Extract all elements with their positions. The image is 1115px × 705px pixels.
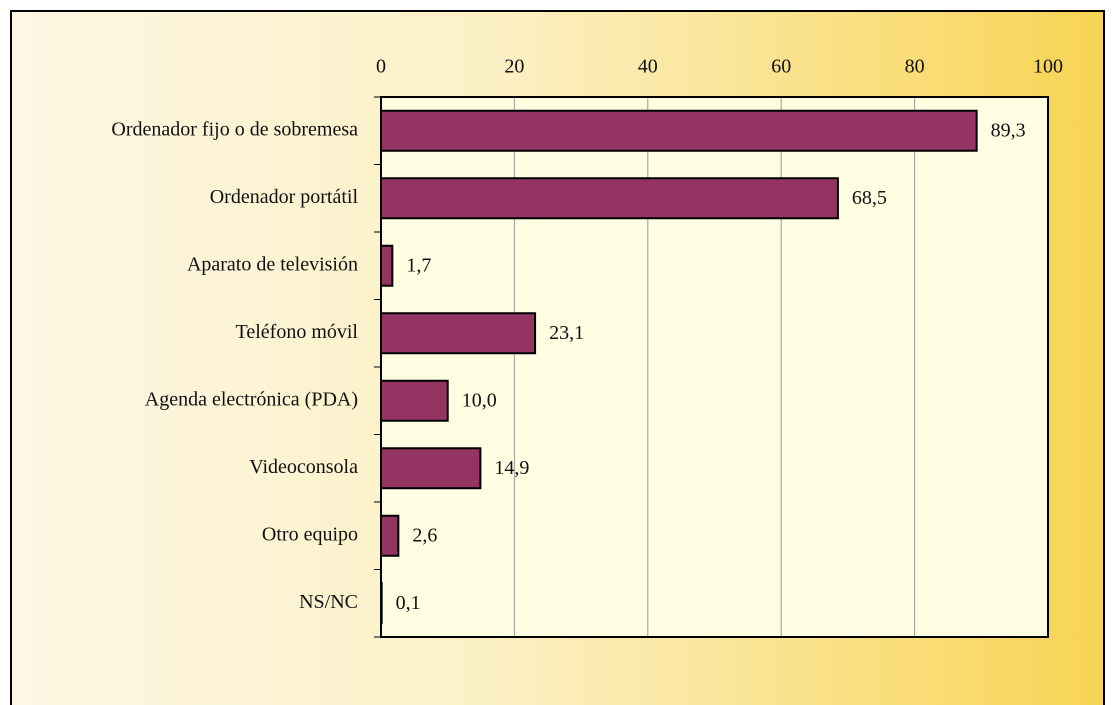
bar (380, 312, 537, 355)
y-tick-label: Ordenador fijo o de sobremesa (111, 118, 358, 140)
bar (380, 244, 394, 287)
y-tick-label: Videoconsola (249, 456, 358, 478)
x-tick-label: 100 (1033, 56, 1063, 78)
x-tick-label: 40 (638, 56, 658, 78)
value-label: 1,7 (406, 254, 431, 276)
y-tick-label: Agenda electrónica (PDA) (145, 388, 358, 410)
y-tick-label: Aparato de televisión (187, 253, 358, 275)
bar (380, 379, 449, 422)
value-label: 2,6 (412, 524, 437, 546)
y-tick-label: NS/NC (299, 591, 358, 613)
value-label: 89,3 (991, 119, 1026, 141)
x-tick-label: 60 (771, 56, 791, 78)
x-tick-label: 80 (905, 56, 925, 78)
bar (380, 447, 482, 490)
value-label: 10,0 (462, 389, 497, 411)
value-label: 23,1 (549, 322, 584, 344)
y-tick-label: Teléfono móvil (236, 321, 359, 343)
y-tick-label: Ordenador portátil (210, 186, 359, 208)
plot-border (380, 96, 1049, 638)
x-tick-label: 20 (504, 56, 524, 78)
value-label: 68,5 (852, 187, 887, 209)
x-tick-label: 0 (376, 56, 386, 78)
value-label: 0,1 (396, 592, 421, 614)
value-label: 14,9 (494, 457, 529, 479)
bar (380, 109, 978, 152)
bar (380, 177, 839, 220)
y-tick-label: Otro equipo (262, 523, 358, 545)
bar (380, 514, 400, 557)
